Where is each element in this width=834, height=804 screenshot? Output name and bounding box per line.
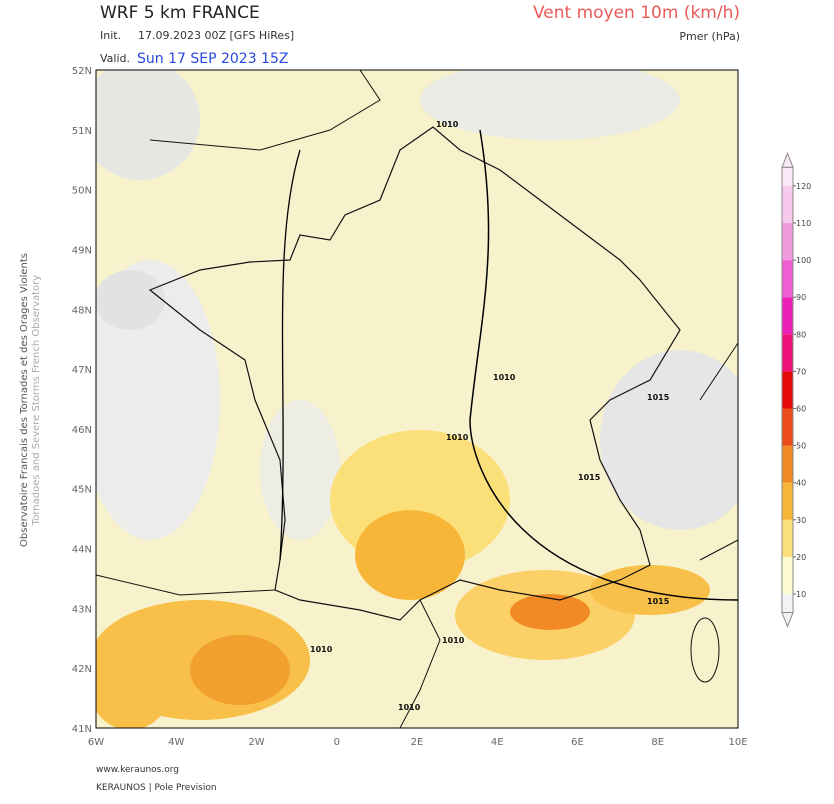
lon-label: 8E bbox=[651, 737, 664, 748]
title: WRF 5 km FRANCE bbox=[100, 3, 260, 23]
colorbar-swatch bbox=[782, 482, 793, 520]
colorbar-swatch bbox=[782, 167, 793, 186]
valid: Sun 17 SEP 2023 15Z bbox=[137, 51, 288, 67]
isobar-label: 1010 bbox=[493, 373, 516, 382]
colorbar-label: 30 bbox=[796, 516, 806, 525]
isobar-label: 1010 bbox=[398, 703, 421, 712]
lat-label: 48N bbox=[72, 305, 92, 316]
colorbar-swatch bbox=[782, 371, 793, 409]
sidebar-line: Observatoire Francais des Tornades et de… bbox=[19, 253, 30, 547]
colorbar-label: 80 bbox=[796, 330, 806, 339]
colorbar-label: 10 bbox=[796, 590, 806, 599]
colorbar-label: 50 bbox=[796, 442, 806, 451]
colorbar-swatch bbox=[782, 519, 793, 557]
lat-label: 46N bbox=[72, 425, 92, 436]
colorbar-label: 20 bbox=[796, 553, 806, 562]
lat-label: 51N bbox=[72, 126, 92, 137]
lon-label: 0 bbox=[334, 737, 340, 748]
lat-label: 43N bbox=[72, 604, 92, 615]
isobar-label: 1015 bbox=[647, 597, 670, 606]
colorbar-label: 40 bbox=[796, 479, 806, 488]
lat-label: 50N bbox=[72, 186, 92, 197]
lon-label: 10E bbox=[728, 737, 747, 748]
parameter: Vent moyen 10m (km/h) bbox=[533, 3, 740, 23]
secondary: Pmer (hPa) bbox=[679, 30, 740, 43]
colorbar-label: 70 bbox=[796, 367, 806, 376]
colorbar-swatch bbox=[782, 223, 793, 261]
footer-credit: KERAUNOS | Pole Prevision bbox=[96, 783, 217, 793]
lon-label: 6W bbox=[88, 737, 104, 748]
colorbar-end bbox=[781, 151, 794, 168]
map: 1010 1010 1010 1015 1015 1010 1015 1010 … bbox=[95, 69, 739, 729]
colorbar-swatch bbox=[782, 297, 793, 335]
isobar-label: 1015 bbox=[647, 393, 670, 402]
lon-label: 4W bbox=[168, 737, 184, 748]
lat-label: 41N bbox=[72, 724, 92, 735]
colorbar-swatch bbox=[782, 594, 793, 613]
colorbar-swatch bbox=[782, 260, 793, 298]
lon-label: 4E bbox=[491, 737, 504, 748]
colorbar-label: 110 bbox=[796, 219, 811, 228]
isobar-label: 1015 bbox=[578, 473, 601, 482]
footer-url: www.keraunos.org bbox=[96, 765, 179, 775]
colorbar-swatch bbox=[782, 334, 793, 372]
lon-label: 2E bbox=[411, 737, 424, 748]
lat-label: 42N bbox=[72, 664, 92, 675]
init-label: Init. bbox=[100, 29, 121, 42]
lat-label: 47N bbox=[72, 365, 92, 376]
colorbar-swatch bbox=[782, 185, 793, 223]
lat-label: 49N bbox=[72, 245, 92, 256]
valid-label: Valid. bbox=[100, 52, 130, 65]
lat-label: 44N bbox=[72, 545, 92, 556]
lat-label: 52N bbox=[72, 66, 92, 77]
init: 17.09.2023 00Z [GFS HiRes] bbox=[138, 29, 294, 42]
colorbar-end bbox=[781, 612, 794, 628]
isobar-label: 1010 bbox=[436, 120, 459, 129]
sidebar-line: Tornadoes and Severe Storms French Obser… bbox=[31, 275, 42, 526]
colorbar-label: 90 bbox=[796, 293, 806, 302]
isobar-label: 1010 bbox=[442, 636, 465, 645]
colorbar-frame bbox=[781, 166, 794, 614]
colorbar-swatch bbox=[782, 556, 793, 594]
lon-label: 2W bbox=[248, 737, 264, 748]
colorbar-label: 120 bbox=[796, 182, 811, 191]
colorbar-label: 60 bbox=[796, 405, 806, 414]
lon-label: 6E bbox=[571, 737, 584, 748]
colorbar-label: 100 bbox=[796, 256, 811, 265]
colorbar-swatch bbox=[782, 408, 793, 446]
lat-label: 45N bbox=[72, 485, 92, 496]
isobar-label: 1010 bbox=[446, 433, 469, 442]
isobar-label: 1010 bbox=[310, 645, 333, 654]
colorbar-swatch bbox=[782, 445, 793, 483]
